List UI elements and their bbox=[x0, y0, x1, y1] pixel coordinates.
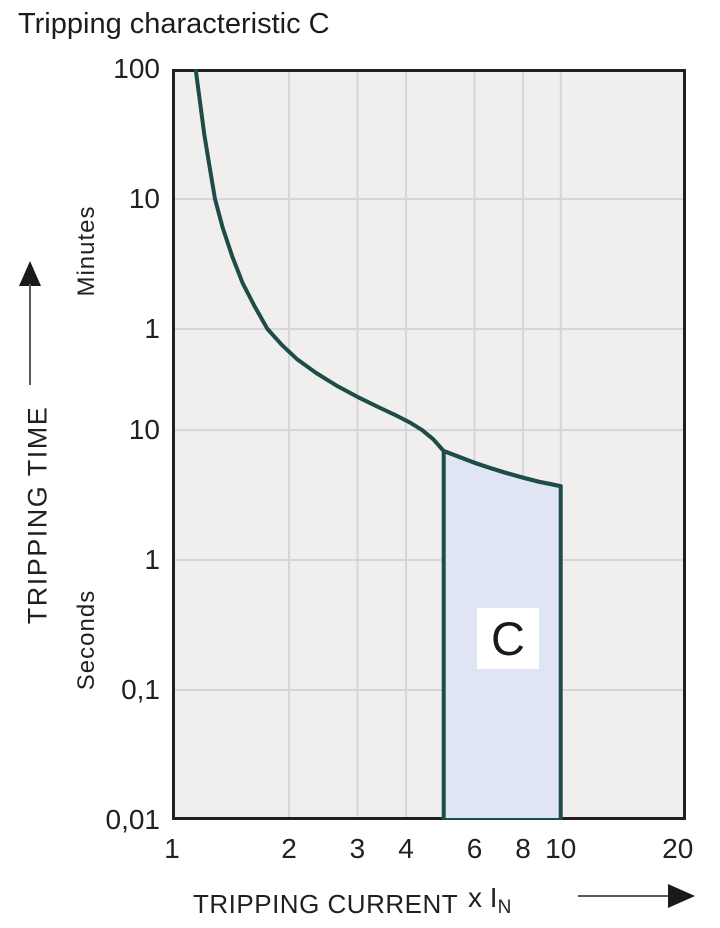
up-arrow-icon bbox=[19, 261, 41, 286]
plot-border bbox=[172, 69, 686, 820]
y-axis-label: TRIPPING TIME bbox=[22, 405, 53, 625]
c-region-label: C bbox=[477, 608, 539, 669]
y-tick-label: 10 bbox=[128, 414, 160, 446]
plot-background bbox=[172, 69, 686, 820]
minutes-unit-label: Minutes bbox=[73, 205, 100, 297]
page-title: Tripping characteristic C bbox=[18, 8, 330, 40]
x-tick-label: 3 bbox=[349, 833, 366, 864]
x-tick-label: 10 bbox=[545, 833, 577, 864]
plot-area bbox=[172, 69, 686, 820]
y-tick-label: 0,01 bbox=[105, 804, 161, 835]
x-tick-label: 2 bbox=[281, 833, 297, 864]
x-unit-prefix: x I bbox=[468, 882, 498, 913]
y-tick-label: 10 bbox=[128, 182, 160, 214]
x-tick-label: 1 bbox=[164, 833, 180, 864]
y-tick-label: 1 bbox=[144, 312, 160, 344]
y-tick-label: 0,1 bbox=[121, 674, 160, 706]
right-arrow-icon bbox=[668, 884, 695, 908]
x-tick-label: 6 bbox=[466, 833, 483, 864]
x-tick-label: 4 bbox=[398, 833, 414, 864]
x-tick-label: 8 bbox=[515, 833, 531, 864]
x-tick-label: 20 bbox=[662, 833, 694, 864]
y-tick-label: 1 bbox=[144, 544, 160, 576]
x-unit-subscript: N bbox=[497, 897, 512, 918]
y-tick-label: 100 bbox=[113, 53, 160, 84]
chart-svg bbox=[172, 69, 686, 820]
right-arrow-stem bbox=[578, 895, 670, 897]
x-axis-unit: x IN bbox=[468, 882, 511, 919]
tripping-curve bbox=[193, 69, 563, 489]
x-axis-label: TRIPPING CURRENT bbox=[193, 889, 459, 919]
up-arrow-stem bbox=[29, 284, 31, 385]
